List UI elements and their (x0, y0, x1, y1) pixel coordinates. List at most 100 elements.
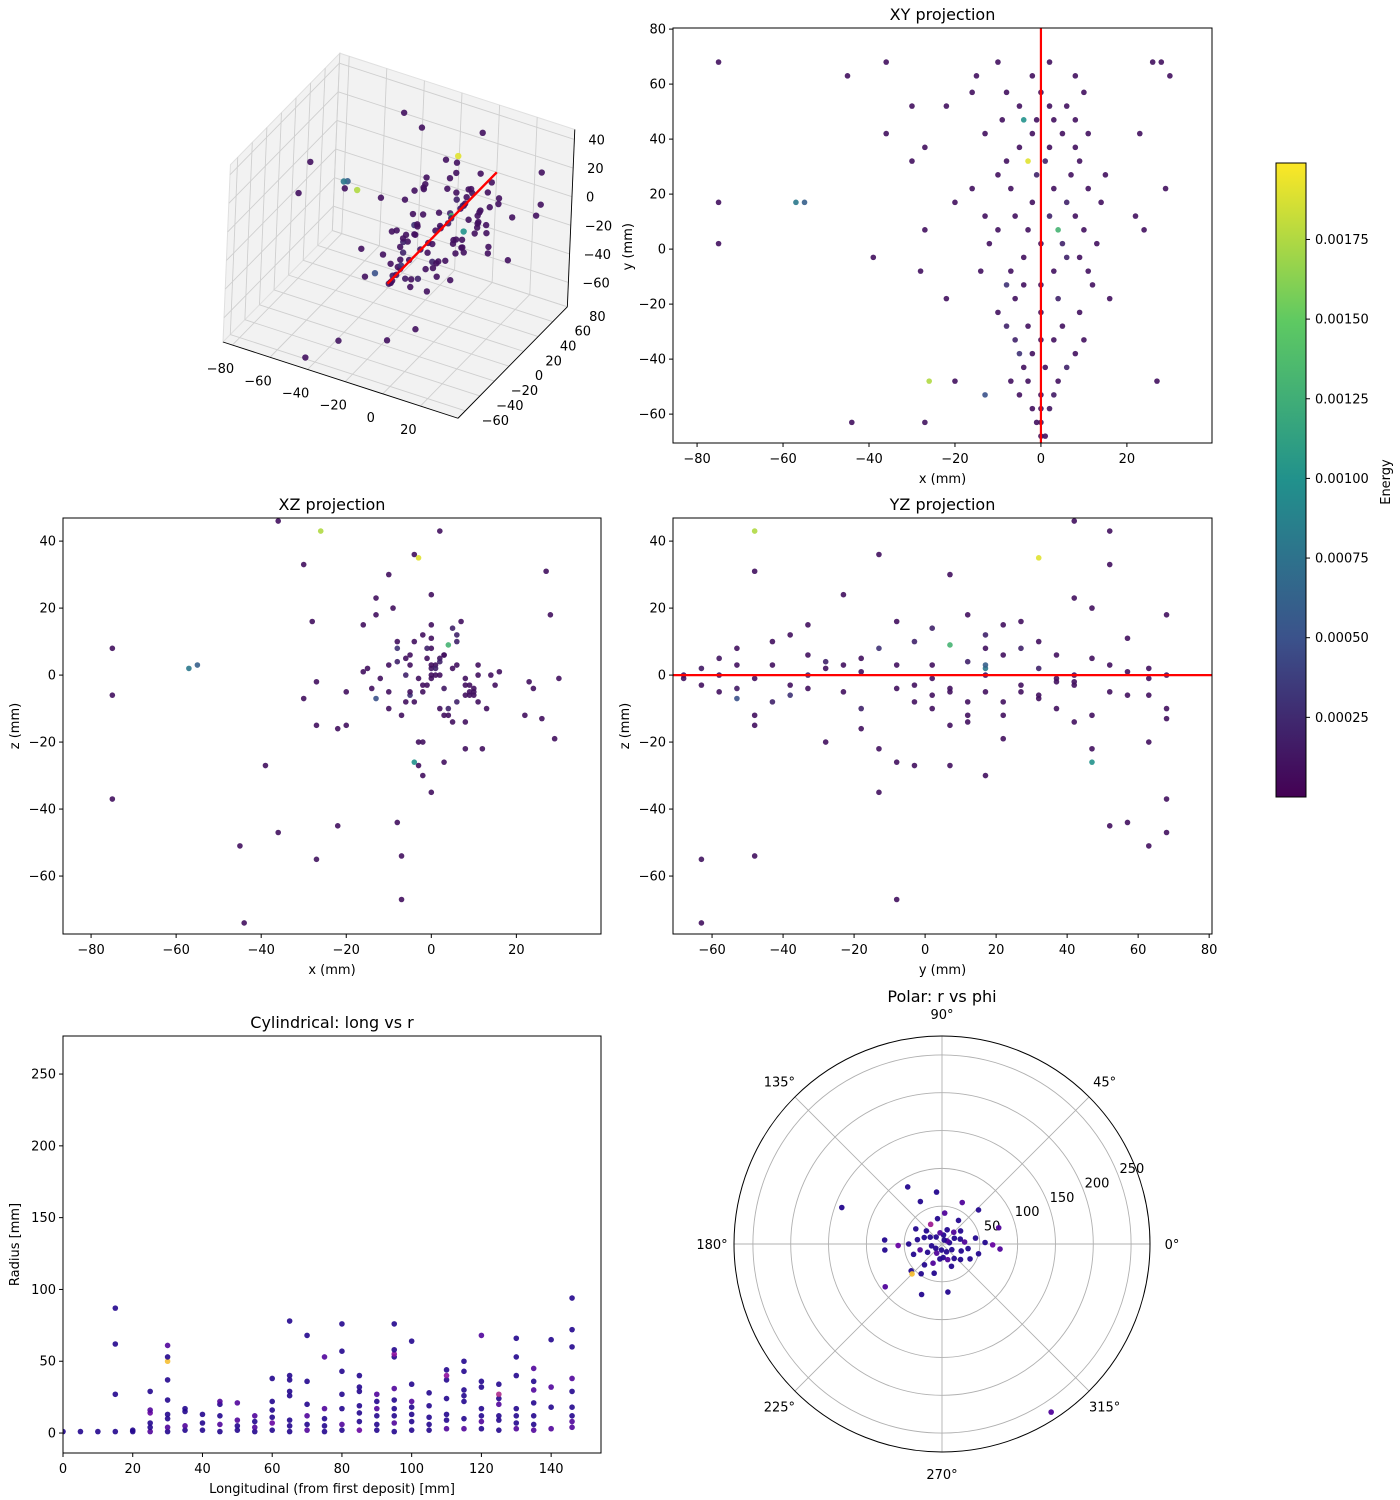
theta-grid-line (794, 1096, 943, 1245)
data-point (1149, 59, 1156, 65)
data-point (975, 1250, 982, 1257)
data-point (950, 1229, 957, 1236)
data-point (478, 1425, 485, 1432)
data-point (411, 759, 418, 765)
x-tick-label: −60 (244, 374, 271, 389)
data-point (569, 1326, 575, 1333)
data-point (428, 635, 435, 642)
y-tick-label: 20 (545, 354, 562, 369)
data-point (933, 1245, 939, 1252)
data-point (1016, 144, 1023, 151)
y-tick-label: −60 (482, 414, 509, 429)
data-point (462, 745, 469, 752)
data-point (407, 283, 414, 291)
data-point (1042, 158, 1049, 164)
data-point (462, 692, 469, 698)
data-point (339, 1368, 345, 1375)
colorbar-tick-label: 0.00100 (1315, 472, 1369, 487)
data-point (1053, 652, 1060, 658)
data-point (1089, 745, 1095, 752)
data-point (1055, 378, 1061, 384)
data-point (453, 169, 460, 177)
data-point (234, 1423, 241, 1429)
data-point (251, 1428, 258, 1435)
data-point (408, 1418, 415, 1425)
data-point (458, 618, 464, 625)
data-point (926, 378, 932, 384)
x-tick-label: −20 (840, 943, 867, 958)
panel-xz: −80 −60 −40 −20 0 20 −60 −40 −20 0 20 40 XZ projecti… (8, 495, 602, 978)
data-point (1072, 144, 1079, 151)
data-point (548, 1425, 554, 1432)
data-point (435, 209, 443, 216)
data-point (475, 672, 481, 678)
data-point (317, 528, 324, 534)
data-point (428, 645, 435, 652)
data-point (1089, 655, 1095, 662)
data-point (995, 227, 1001, 233)
grid-line (317, 68, 326, 246)
data-point (356, 1402, 363, 1409)
grid-line (224, 177, 335, 290)
y-tick-label: −20 (639, 736, 666, 751)
data-point (460, 228, 467, 235)
data-point (286, 1423, 293, 1429)
grid-line (226, 148, 337, 261)
data-point (922, 227, 928, 233)
data-point (286, 1388, 293, 1395)
data-point (428, 672, 435, 678)
grid-line (244, 319, 481, 397)
colorbar-tick-label: 0.00025 (1315, 711, 1369, 726)
data-point (1053, 675, 1060, 682)
data-point (453, 189, 460, 196)
data-point (374, 1391, 380, 1398)
data-point (496, 1395, 502, 1402)
y-tick-label: −20 (29, 736, 56, 751)
data-point (234, 1417, 241, 1423)
data-point (63, 1428, 66, 1435)
data-point (478, 1413, 485, 1419)
data-point (787, 682, 793, 688)
x-tick-label: 140 (539, 1462, 564, 1477)
data-point (402, 699, 409, 705)
data-point (982, 689, 989, 695)
data-point (411, 551, 418, 558)
data-point (918, 1270, 924, 1277)
data-point (1158, 59, 1165, 65)
y-tick-label: 40 (39, 535, 56, 550)
data-point (734, 662, 740, 668)
axes-frame (62, 517, 602, 935)
panel-xy: −80 −60 −40 −20 0 20 −60 −40 −20 0 20 40 60 80 XY proj… (639, 5, 1213, 487)
y-tick-label: 40 (560, 340, 577, 355)
z-axis-label: y (mm) (621, 223, 636, 270)
data-point (217, 1398, 223, 1405)
x-tick-label: −40 (282, 386, 309, 401)
data-point (334, 725, 341, 732)
data-point (949, 1246, 955, 1253)
data-point (373, 695, 379, 702)
grid-line (232, 233, 343, 346)
y-tick-label: 40 (649, 133, 666, 148)
data-point (399, 249, 407, 256)
data-point (1016, 103, 1023, 109)
data-point (408, 1404, 415, 1410)
data-point (95, 1428, 101, 1435)
data-point (420, 772, 426, 779)
data-point (1132, 213, 1139, 219)
y-tick-label: −40 (639, 353, 666, 368)
y-tick-label: 150 (31, 1211, 56, 1226)
data-point (420, 185, 428, 193)
data-point (1106, 561, 1113, 568)
data-point (1124, 668, 1131, 675)
data-point (199, 1411, 206, 1418)
y-tick-label: −20 (639, 298, 666, 313)
data-point (1029, 199, 1036, 206)
data-point (1085, 130, 1092, 137)
data-point (484, 189, 492, 196)
data-point (716, 689, 722, 695)
data-point (495, 200, 502, 208)
data-point (432, 665, 439, 672)
data-point (474, 220, 481, 227)
data-point (1000, 712, 1007, 719)
data-point (952, 199, 958, 206)
